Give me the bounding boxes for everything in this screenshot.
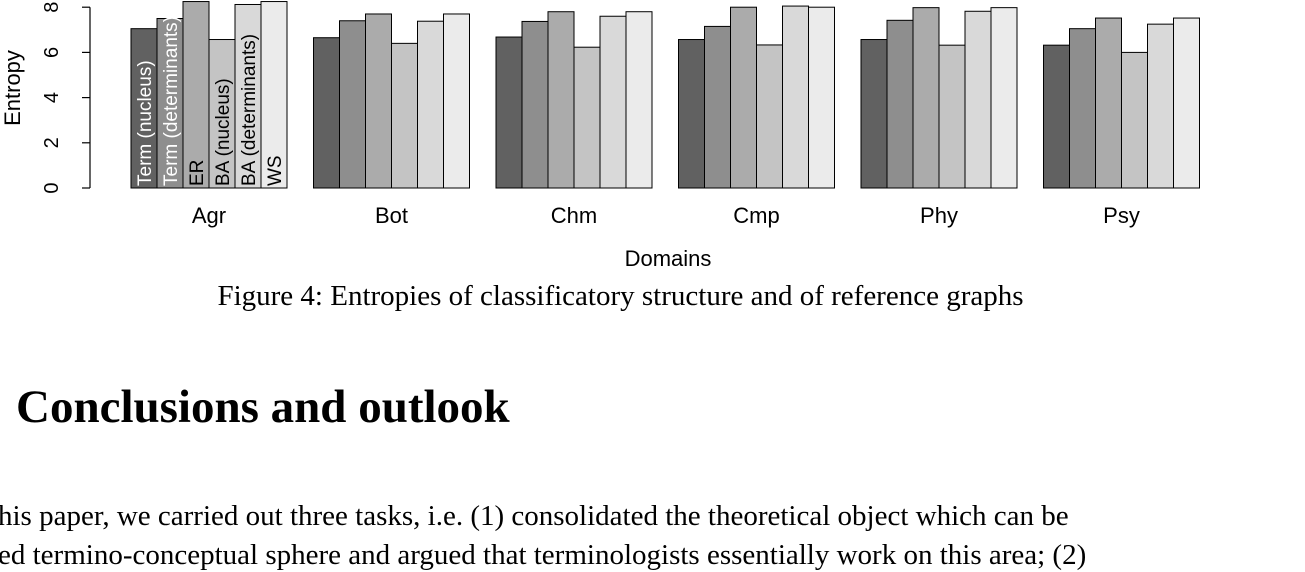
- bar-phy-1: [886, 19, 914, 189]
- bar-bot-3: [391, 42, 418, 189]
- bar-psy-3: [1121, 51, 1148, 189]
- bar-phy-5: [990, 7, 1018, 189]
- bar-agr-0: [130, 28, 158, 189]
- bar-cmp-0: [678, 39, 705, 189]
- series-label: BA (nucleus): [213, 78, 234, 186]
- bar-psy-2: [1095, 17, 1122, 189]
- figure-caption: Figure 4: Entropies of classificatory st…: [217, 280, 1024, 312]
- body-text-line: ed termino-conceptual sphere and argued …: [0, 539, 1087, 571]
- section-heading: Conclusions and outlook: [16, 381, 510, 433]
- series-label: WS: [265, 155, 286, 186]
- bar-bot-1: [339, 20, 366, 189]
- series-label: BA (determinants): [239, 34, 260, 186]
- series-label: Term (nucleus): [135, 60, 156, 186]
- y-tick-label: 6: [41, 47, 63, 58]
- x-axis-label: Domains: [625, 246, 712, 271]
- y-axis-label: Entropy: [0, 50, 25, 126]
- bar-phy-4: [964, 10, 992, 189]
- bar-bot-2: [365, 13, 392, 189]
- bar-chm-2: [547, 11, 575, 189]
- y-tick-label: 2: [41, 137, 63, 148]
- bar-chm-0: [495, 36, 523, 189]
- bar-agr-2: [182, 1, 210, 189]
- bar-phy-3: [938, 44, 966, 189]
- y-tick-label: 8: [41, 2, 63, 13]
- body-text-line: his paper, we carried out three tasks, i…: [0, 500, 1069, 532]
- bar-bot-4: [417, 20, 444, 189]
- figure: Agr Bot Chm Cmp Phy Psy Term (nucleus) Term (de…: [0, 0, 1305, 280]
- bar-psy-5: [1173, 17, 1200, 189]
- bar-agr-4: [234, 3, 262, 189]
- y-tick-label: 0: [41, 182, 63, 193]
- bar-agr-1: [156, 18, 184, 189]
- bar-phy-2: [912, 7, 940, 189]
- bar-chm-1: [521, 20, 549, 189]
- x-tick-label: Psy: [1103, 203, 1140, 228]
- x-tick-label: Bot: [375, 203, 408, 228]
- bar-psy-1: [1069, 28, 1096, 189]
- bar-psy-4: [1147, 23, 1174, 189]
- entropy-bar-chart: Agr Bot Chm Cmp Phy Psy Term (nucleus) Term (de…: [0, 1, 1200, 271]
- series-label: ER: [187, 160, 208, 186]
- series-label: Term (determinants): [161, 16, 182, 186]
- bar-cmp-4: [782, 5, 809, 189]
- bar-chm-3: [573, 46, 601, 189]
- x-tick-label: Chm: [551, 203, 597, 228]
- bar-psy-0: [1043, 44, 1070, 189]
- bar-cmp-3: [756, 44, 783, 189]
- bar-bot-5: [443, 13, 470, 189]
- bar-chm-4: [599, 15, 627, 189]
- x-tick-label: Cmp: [733, 203, 779, 228]
- bar-cmp-1: [704, 25, 731, 189]
- bar-phy-0: [860, 39, 888, 189]
- y-tick-label: 4: [41, 92, 63, 103]
- bar-bot-0: [313, 37, 340, 189]
- x-tick-label: Agr: [192, 203, 226, 228]
- bar-cmp-5: [808, 6, 835, 189]
- bar-agr-5: [260, 1, 288, 189]
- bar-chm-5: [625, 11, 653, 189]
- bar-cmp-2: [730, 6, 757, 189]
- x-tick-label: Phy: [920, 203, 958, 228]
